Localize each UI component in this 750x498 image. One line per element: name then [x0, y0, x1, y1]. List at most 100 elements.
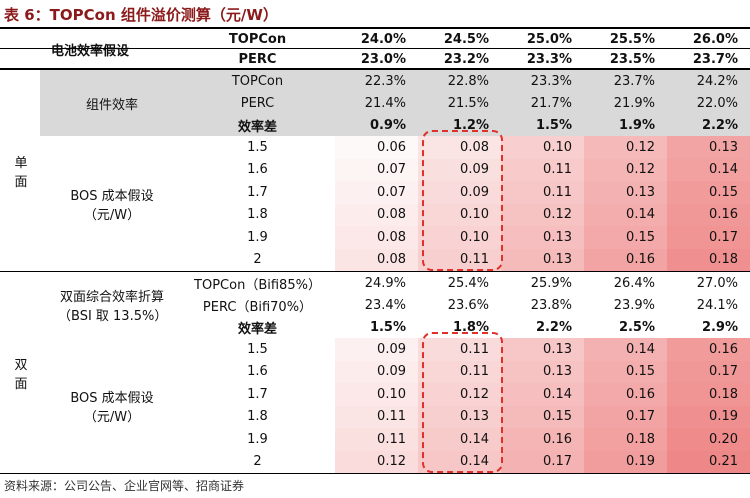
header-label: 电池效率假设: [50, 43, 129, 59]
cell: 0.07: [335, 181, 418, 204]
row-name: 1.6: [247, 162, 268, 178]
rule: [0, 473, 750, 474]
cell: 0.14: [584, 338, 667, 361]
cell: 0.11: [501, 181, 584, 204]
row-name: 1.9: [247, 229, 268, 245]
cell: 0.11: [418, 248, 501, 271]
group-label: BOS 成本假设（元/W）: [70, 188, 154, 223]
cell: 0.10: [501, 136, 584, 159]
cell: 0.09: [335, 338, 418, 361]
cell: 0.08: [335, 203, 418, 226]
cell: 0.12: [501, 203, 584, 226]
cell: 23.9%: [613, 297, 655, 313]
cell: 23.8%: [530, 297, 572, 313]
cell: 23.7%: [613, 73, 655, 89]
cell: 0.12: [584, 136, 667, 159]
cell: 0.17: [501, 450, 584, 473]
cell: 0.13: [584, 181, 667, 204]
cell: 0.09: [418, 158, 501, 181]
cell: 24.5%: [443, 31, 489, 47]
cell: 0.13: [501, 338, 584, 361]
cell: 2.5%: [618, 319, 655, 335]
cell: 25.4%: [447, 275, 489, 291]
rule: [0, 68, 750, 70]
row-name: 1.7: [247, 184, 268, 200]
cell: 0.06: [335, 136, 418, 159]
rule: [0, 48, 750, 49]
cell: 0.13: [501, 360, 584, 383]
cell: 23.0%: [360, 51, 406, 67]
cell: 0.11: [418, 338, 501, 361]
cell: 0.14: [418, 450, 501, 473]
cell: 0.15: [501, 405, 584, 428]
table-title: 表 6：TOPCon 组件溢价测算（元/W）: [4, 5, 278, 24]
cell: 0.11: [335, 428, 418, 451]
rule: [0, 271, 750, 272]
row-name: 1.5: [247, 341, 268, 357]
row-name: 2: [253, 252, 262, 268]
cell: 2.9%: [701, 319, 738, 335]
cell: 23.3%: [530, 73, 572, 89]
cell: 0.18: [584, 428, 667, 451]
cell: 1.2%: [452, 117, 489, 133]
group-label: 组件效率: [85, 97, 138, 113]
cell: 0.17: [667, 226, 750, 249]
row-name: 效率差: [237, 119, 277, 135]
row-name: TOPCon: [231, 73, 284, 89]
group-label: 双面综合效率折算（BSI 取 13.5%）: [58, 290, 168, 324]
row-name: 2: [253, 454, 262, 470]
cell: 22.8%: [447, 73, 489, 89]
gray-band: [40, 70, 750, 136]
cell: 21.5%: [447, 95, 489, 111]
row-name: 1.7: [247, 386, 268, 402]
cell: 0.09: [335, 360, 418, 383]
cell: 24.1%: [696, 297, 738, 313]
cell: 0.13: [501, 226, 584, 249]
cell: 0.07: [335, 158, 418, 181]
row-name: 1.9: [247, 431, 268, 447]
cell: 0.11: [418, 360, 501, 383]
group-label: BOS 成本假设（元/W）: [70, 390, 154, 425]
cell: 22.0%: [696, 95, 738, 111]
cell: 0.17: [667, 360, 750, 383]
cell: 0.10: [418, 203, 501, 226]
cell: 1.8%: [452, 319, 489, 335]
cell: 23.3%: [526, 51, 572, 67]
cell: 0.13: [418, 405, 501, 428]
row-name: TOPCon（Bifi85%）: [194, 277, 321, 293]
row-name: 1.8: [247, 207, 268, 223]
cell: 0.08: [335, 226, 418, 249]
cell: 0.16: [501, 428, 584, 451]
cell: 22.3%: [364, 73, 406, 89]
cell: 0.08: [335, 248, 418, 271]
row-name: 效率差: [237, 321, 277, 337]
cell: 23.5%: [609, 51, 655, 67]
cell: 0.19: [584, 450, 667, 473]
cell: 0.10: [418, 226, 501, 249]
cell: 25.9%: [530, 275, 572, 291]
cell: 0.11: [335, 405, 418, 428]
cell: 0.11: [501, 158, 584, 181]
cell: 0.14: [667, 158, 750, 181]
cell: 23.7%: [692, 51, 738, 67]
row-name: PERC（Bifi70%）: [202, 299, 313, 315]
row-name: 1.8: [247, 409, 268, 425]
rule: [0, 27, 750, 29]
cell: 21.7%: [530, 95, 572, 111]
row-name: TOPCon: [228, 31, 287, 47]
cell: 0.18: [667, 383, 750, 406]
cell: 25.0%: [526, 31, 572, 47]
cell: 2.2%: [701, 117, 738, 133]
cell: 23.4%: [364, 297, 406, 313]
cell: 0.19: [667, 405, 750, 428]
row-name: PERC: [238, 51, 277, 67]
cell: 1.9%: [618, 117, 655, 133]
cell: 0.09: [418, 181, 501, 204]
cell: 26.4%: [613, 275, 655, 291]
side-label: 单面: [14, 155, 28, 190]
cell: 21.4%: [364, 95, 406, 111]
cell: 0.17: [584, 405, 667, 428]
cell: 0.13: [667, 136, 750, 159]
cell: 0.10: [335, 383, 418, 406]
cell: 0.16: [584, 248, 667, 271]
